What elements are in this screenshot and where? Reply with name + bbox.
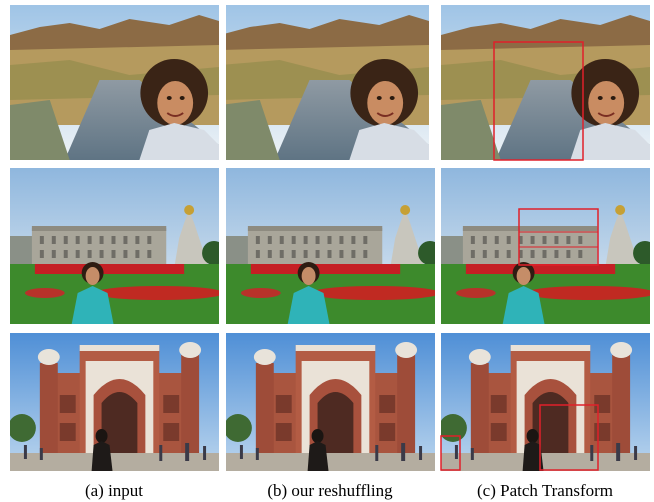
figure: (a) input (b) our reshuffling (c) Patch … (0, 0, 654, 502)
photo-input-desert (10, 5, 219, 160)
photo-patch-transform-desert (441, 5, 650, 160)
caption: (a) input (85, 481, 143, 500)
photo-patch-transform-gate (439, 333, 650, 471)
photo-reshuffled-gate (224, 333, 435, 471)
caption: (c) Patch Transform (477, 481, 613, 500)
photo-input-gate (8, 333, 219, 471)
caption: (b) our reshuffling (267, 481, 393, 500)
photo-input-palace (10, 168, 226, 324)
photo-reshuffled-desert (220, 5, 429, 160)
page: (a) input (b) our reshuffling (c) Patch … (0, 0, 654, 502)
photo-reshuffled-palace (226, 168, 442, 324)
photo-patch-transform-palace (441, 168, 654, 324)
